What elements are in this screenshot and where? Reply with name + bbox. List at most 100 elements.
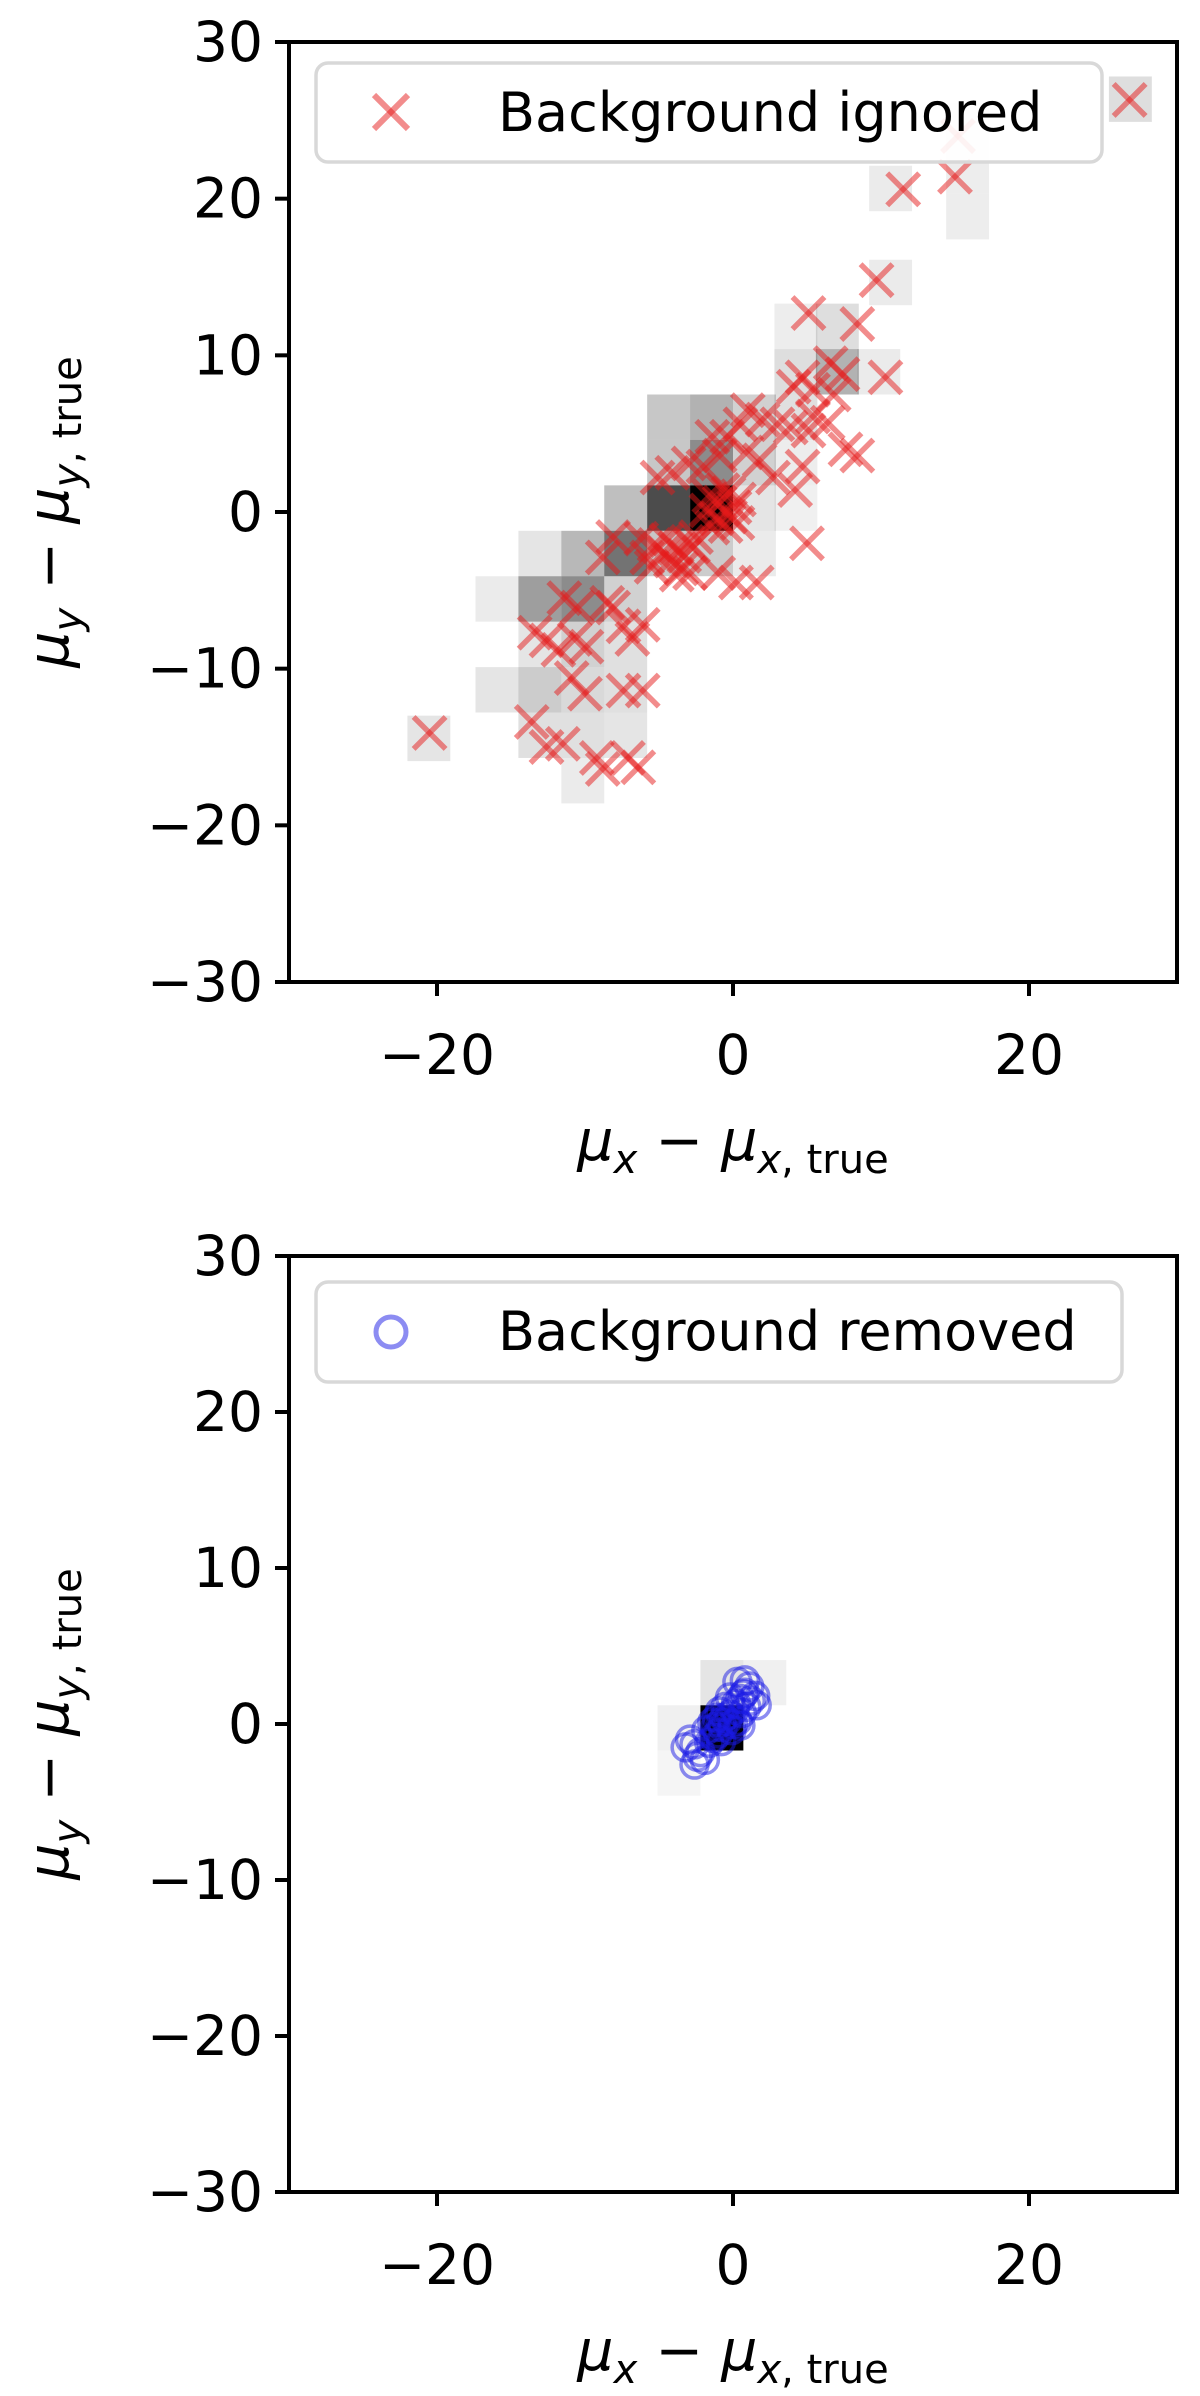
x-marker xyxy=(578,740,615,776)
legend: Background removed xyxy=(314,1280,1124,1384)
x-marker xyxy=(738,564,775,601)
x-marker xyxy=(755,459,791,496)
legend: Background ignored xyxy=(314,61,1104,164)
circle-marker xyxy=(728,1679,759,1710)
x-marker xyxy=(937,158,973,195)
y-tick-label: 10 xyxy=(193,1536,263,1600)
scatter-layer-red-x xyxy=(411,82,1148,787)
y-tick-label: 20 xyxy=(193,1380,263,1444)
x-marker xyxy=(858,262,895,299)
hist2d-bin xyxy=(518,576,562,622)
circle-marker xyxy=(682,1741,713,1773)
x-marker xyxy=(707,508,744,545)
x-marker xyxy=(584,539,621,576)
hist2d-bin xyxy=(518,667,562,713)
x-marker xyxy=(759,406,796,443)
y-axis-ticks: 30 20 10 0 −10 −20 −30 xyxy=(147,10,289,1014)
x-marker xyxy=(839,437,876,474)
x-marker xyxy=(567,675,603,712)
x-tick-label: 0 xyxy=(716,2233,751,2297)
x-axis-ticks: −20 0 20 xyxy=(379,982,1064,1087)
legend-box xyxy=(314,61,1104,164)
x-marker xyxy=(595,589,632,626)
x-marker xyxy=(670,445,707,482)
y-tick-label: 0 xyxy=(228,480,263,544)
x-marker xyxy=(741,442,778,479)
x-marker xyxy=(784,448,821,485)
hist2d-bin xyxy=(647,394,691,440)
x-tick-label: 20 xyxy=(994,2233,1064,2297)
x-tick-label: −20 xyxy=(379,1023,495,1087)
x-marker xyxy=(704,472,741,509)
x-marker xyxy=(624,672,661,709)
x-marker xyxy=(584,750,621,787)
x-tick-label: 0 xyxy=(716,1023,751,1087)
x-marker xyxy=(719,505,756,541)
x-axis-label: μx − μx, true xyxy=(576,2318,888,2393)
x-marker xyxy=(678,519,714,556)
x-marker xyxy=(812,345,849,382)
x-marker xyxy=(411,714,448,751)
x-marker xyxy=(639,459,676,496)
x-marker xyxy=(885,171,922,208)
x-marker xyxy=(672,555,709,592)
x-tick-label: 20 xyxy=(994,1023,1064,1087)
y-tick-label: 20 xyxy=(193,167,263,231)
x-axis-ticks: −20 0 20 xyxy=(379,2192,1064,2297)
y-tick-label: −30 xyxy=(147,2160,263,2224)
hist2d-bin xyxy=(475,667,519,713)
x-marker xyxy=(789,525,825,562)
legend-box xyxy=(314,1280,1124,1384)
y-axis-label: μy − μy, true xyxy=(16,356,91,668)
x-marker xyxy=(777,472,814,509)
legend-x-marker-icon xyxy=(371,92,411,132)
y-tick-label: 10 xyxy=(193,323,263,387)
x-marker xyxy=(827,431,864,468)
y-tick-label: −20 xyxy=(147,2004,263,2068)
x-marker xyxy=(701,437,738,474)
circle-marker xyxy=(708,1702,740,1734)
scatter-layer-blue-circles xyxy=(670,1665,772,1780)
x-marker xyxy=(633,548,670,585)
hist2d-bin xyxy=(407,715,451,762)
legend-label: Background ignored xyxy=(498,81,1042,144)
y-tick-label: 30 xyxy=(193,10,263,74)
x-marker xyxy=(790,295,827,331)
x-marker xyxy=(1111,82,1148,118)
x-marker xyxy=(794,371,831,408)
subplot-top: −20 0 20 30 20 10 0 −10 −20 −30 μx − μx, true μy − … xyxy=(16,10,1179,1183)
y-tick-label: −30 xyxy=(147,950,263,1014)
hist2d-bin xyxy=(475,576,519,622)
x-marker xyxy=(595,519,632,556)
x-marker xyxy=(867,359,904,396)
x-marker xyxy=(544,725,581,762)
x-marker xyxy=(623,520,660,557)
legend-circle-marker-icon xyxy=(373,1314,409,1350)
x-marker xyxy=(772,409,809,446)
y-axis-label: μy − μy, true xyxy=(16,1568,91,1880)
hist2d-bin xyxy=(604,712,648,758)
x-marker xyxy=(568,628,605,665)
x-marker xyxy=(624,606,661,643)
y-tick-label: 30 xyxy=(193,1224,263,1288)
circle-marker xyxy=(705,1707,737,1738)
y-axis-ticks: 30 20 10 0 −10 −20 −30 xyxy=(147,1224,289,2224)
x-marker xyxy=(658,556,695,593)
x-tick-label: −20 xyxy=(379,2233,495,2297)
subplot-bottom: −20 0 20 30 20 10 0 −10 −20 −30 μx − μx, true μy − … xyxy=(16,1224,1179,2393)
legend-label: Background removed xyxy=(498,1300,1077,1363)
x-marker xyxy=(669,523,706,560)
x-marker xyxy=(620,749,657,786)
x-marker xyxy=(546,580,583,617)
y-tick-label: −10 xyxy=(147,637,263,701)
y-tick-label: −10 xyxy=(147,1848,263,1912)
hist2d-bin xyxy=(946,193,990,240)
hist2d-bin xyxy=(518,530,562,577)
x-marker xyxy=(839,306,876,342)
y-tick-label: 0 xyxy=(228,1692,263,1756)
x-axis-label: μx − μx, true xyxy=(576,1108,888,1183)
x-marker xyxy=(809,404,846,441)
x-marker xyxy=(513,703,550,740)
